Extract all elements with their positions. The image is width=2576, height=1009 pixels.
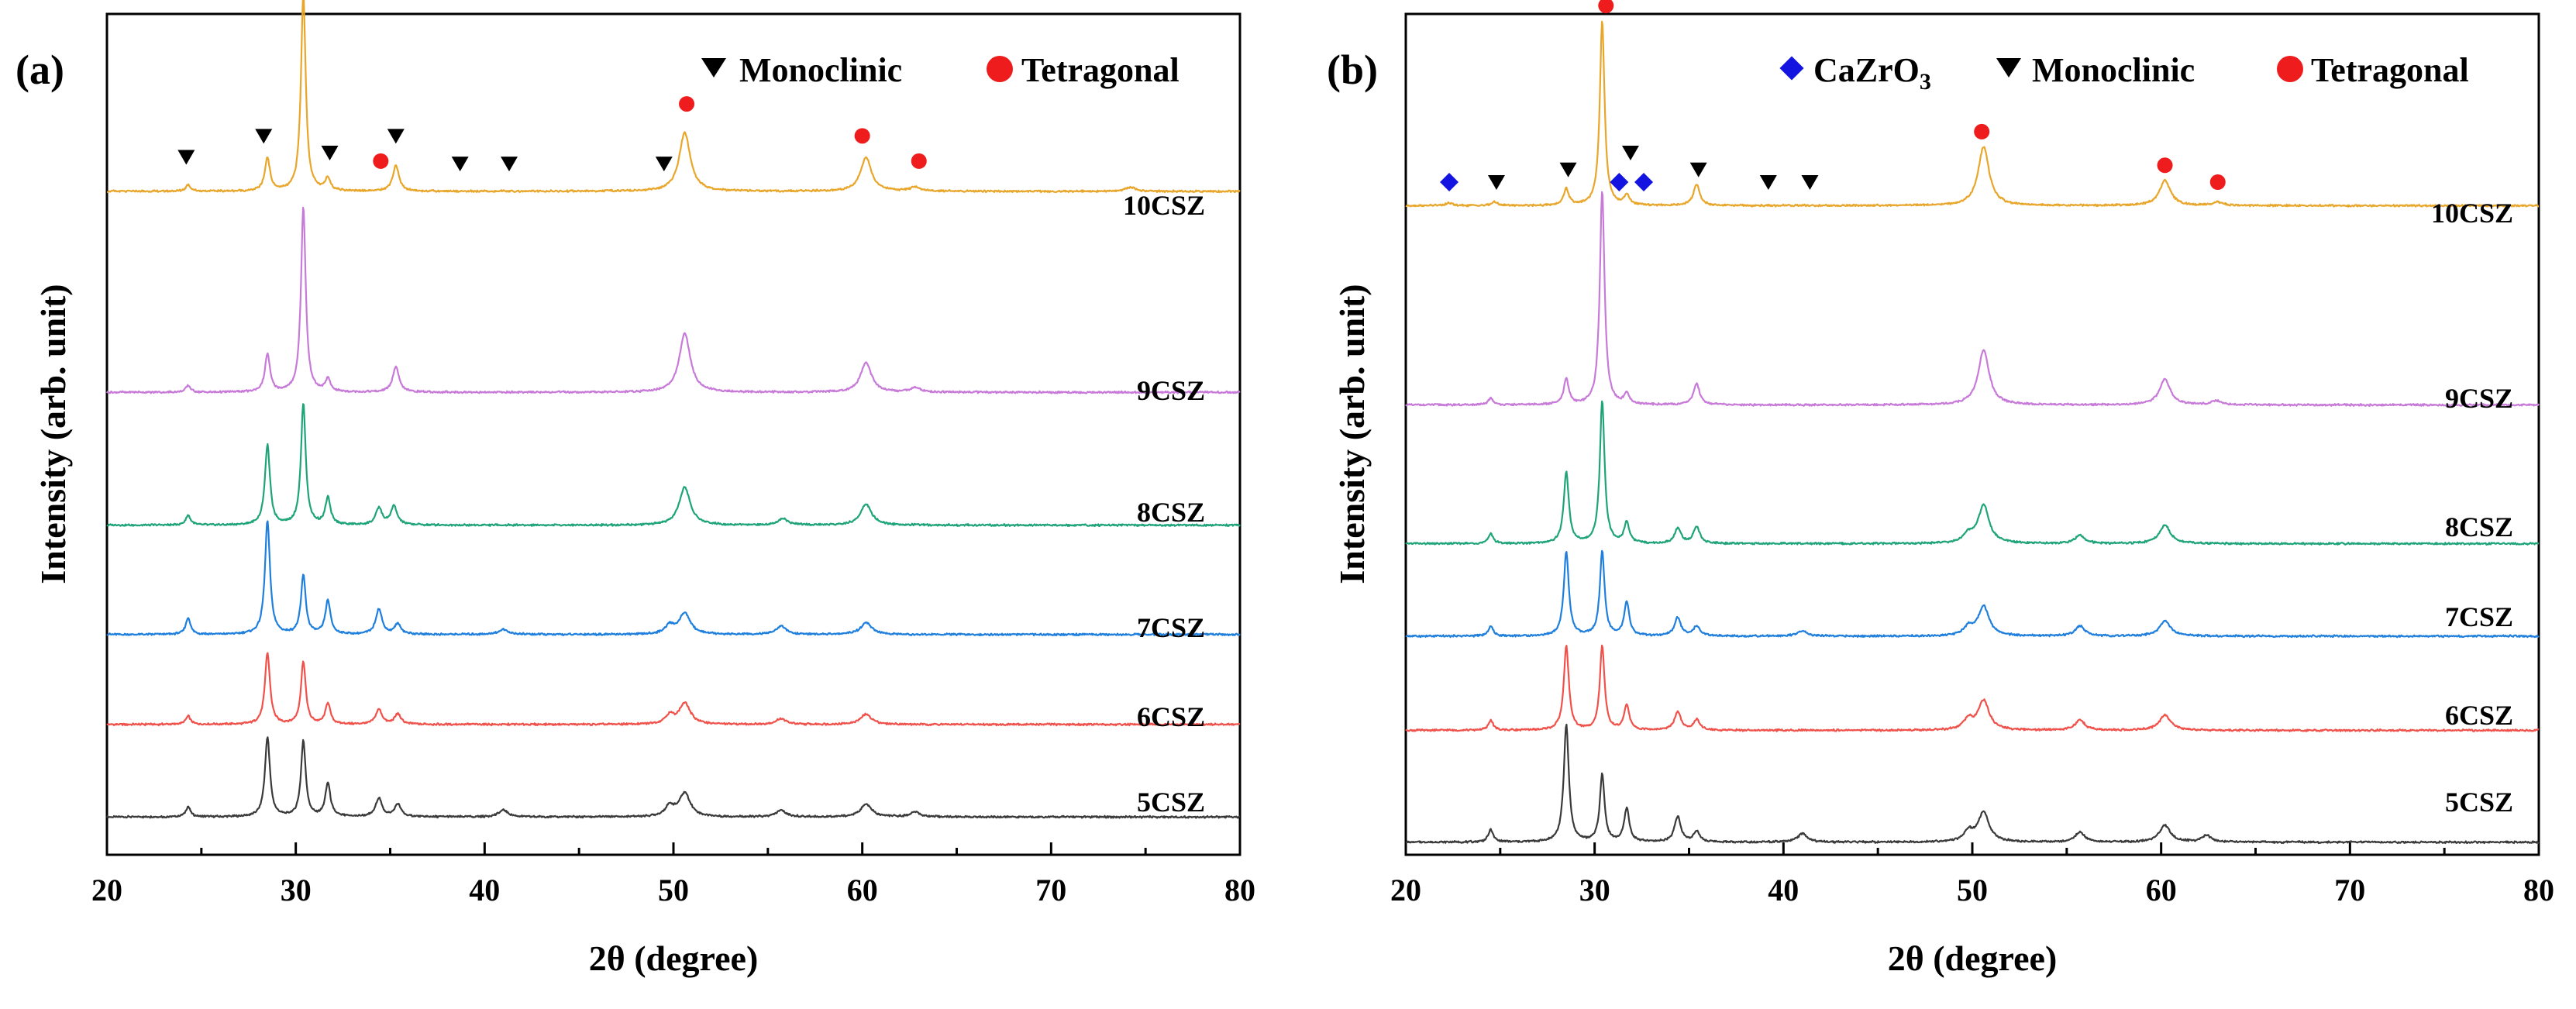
panel-a-x-tick-label: 40 — [469, 873, 500, 907]
panel-b-trace-7CSZ — [1405, 549, 2540, 639]
panel-b-legend-tetragonal-icon — [2277, 56, 2303, 82]
panel-b-ticks — [1404, 842, 2540, 855]
panel-a-monoclinic-marker — [321, 146, 339, 161]
panel-a-legend: Monoclinic Tetragonal — [701, 51, 1180, 89]
panel-a-tetragonal-marker — [911, 153, 927, 169]
panel-b-x-tick-label: 40 — [1768, 873, 1799, 907]
panel-a-monoclinic-marker — [177, 150, 195, 165]
panel-b-x-tick-label: 20 — [1390, 873, 1421, 907]
panel-b-label: (b) — [1327, 46, 1378, 93]
panel-a-traces — [105, 0, 1241, 819]
panel-a-x-tick-label: 60 — [847, 873, 878, 907]
panel-a-x-tick-labels: 20 30 40 50 60 70 80 — [91, 873, 1255, 907]
panel-b-monoclinic-marker — [1759, 175, 1777, 190]
panel-b-legend-cazro3-name: CaZrO — [1813, 51, 1920, 89]
panel-a: 10CSZ 9CSZ 8CSZ 7CSZ 6CSZ 5CSZ (a) Monoc… — [15, 0, 1255, 978]
panel-a-trace-7CSZ — [106, 520, 1241, 637]
panel-b-label-10CSZ: 10CSZ — [2431, 198, 2513, 229]
panel-a-x-tick-label: 20 — [91, 873, 122, 907]
panel-a-label-10CSZ: 10CSZ — [1123, 190, 1205, 221]
panel-b-markers — [1440, 0, 2226, 191]
panel-b-monoclinic-marker — [1487, 175, 1505, 190]
panel-a-legend-monoclinic-icon — [701, 58, 726, 77]
panel-b-label-9CSZ: 9CSZ — [2445, 383, 2513, 414]
panel-a-ticks — [105, 842, 1242, 855]
panel-a-x-tick-label: 50 — [658, 873, 689, 907]
panel-b-trace-5CSZ — [1405, 723, 2540, 845]
panel-b-plot-group: 10CSZ 9CSZ 8CSZ 7CSZ 6CSZ 5CSZ — [1404, 0, 2540, 856]
panel-b-legend-cazro3-label: CaZrO3 — [1813, 51, 1931, 95]
panel-b-y-axis-title: Intensity (arb. unit) — [1332, 284, 1372, 584]
panel-a-tetragonal-marker — [373, 153, 389, 169]
panel-a-tetragonal-marker — [854, 128, 870, 144]
panel-b-tetragonal-marker — [2209, 174, 2226, 190]
panel-a-x-tick-label: 30 — [281, 873, 312, 907]
panel-a-monoclinic-marker — [655, 157, 673, 172]
panel-a-x-axis-title: 2θ (degree) — [589, 938, 759, 978]
panel-a-y-axis-title: Intensity (arb. unit) — [33, 284, 73, 584]
panel-a-trace-8CSZ — [106, 403, 1241, 528]
panel-b-x-tick-label: 60 — [2146, 873, 2177, 907]
panel-b-label-6CSZ: 6CSZ — [2445, 700, 2513, 731]
panel-a-trace-9CSZ — [106, 206, 1241, 394]
panel-a-legend-tetragonal-icon — [987, 56, 1013, 82]
panel-a-tetragonal-marker — [679, 96, 695, 112]
panel-a-markers — [177, 96, 927, 172]
panel-b-x-tick-label: 70 — [2334, 873, 2365, 907]
panel-b-x-tick-labels: 20 30 40 50 60 70 80 — [1390, 873, 2554, 907]
panel-a-monoclinic-marker — [501, 157, 518, 172]
panel-b-series-labels: 10CSZ 9CSZ 8CSZ 7CSZ 6CSZ 5CSZ — [2431, 198, 2513, 818]
panel-b-trace-9CSZ — [1405, 191, 2540, 408]
panel-a-monoclinic-marker — [255, 129, 273, 144]
panel-b-x-tick-label: 80 — [2523, 873, 2554, 907]
panel-b-tetragonal-marker — [2157, 157, 2173, 174]
panel-a-plot-group: 10CSZ 9CSZ 8CSZ 7CSZ 6CSZ 5CSZ — [105, 0, 1242, 856]
panel-b-traces — [1405, 20, 2540, 845]
panel-b-monoclinic-marker — [1801, 175, 1819, 190]
panel-b-legend-monoclinic-icon — [1996, 58, 2021, 77]
panel-a-legend-tetragonal-label: Tetragonal — [1021, 51, 1180, 89]
panel-b-legend-monoclinic-label: Monoclinic — [2032, 51, 2195, 89]
panel-a-trace-6CSZ — [106, 652, 1241, 727]
panel-a-series-labels: 10CSZ 9CSZ 8CSZ 7CSZ 6CSZ 5CSZ — [1123, 190, 1205, 818]
panel-a-label: (a) — [15, 46, 64, 93]
panel-a-label-6CSZ: 6CSZ — [1137, 701, 1205, 732]
panel-b-trace-10CSZ — [1405, 20, 2540, 208]
panel-a-monoclinic-marker — [451, 157, 469, 172]
panel-a-label-9CSZ: 9CSZ — [1137, 375, 1205, 406]
panel-a-monoclinic-marker — [387, 129, 405, 144]
panel-b-label-7CSZ: 7CSZ — [2445, 601, 2513, 632]
panel-b-x-tick-label: 30 — [1579, 873, 1610, 907]
panel-b-x-axis-title: 2θ (degree) — [1888, 938, 2058, 978]
panel-b-x-tick-label: 50 — [1957, 873, 1988, 907]
panel-b-label-8CSZ: 8CSZ — [2445, 511, 2513, 542]
panel-b-tetragonal-marker — [1598, 0, 1614, 14]
panel-b-trace-8CSZ — [1405, 400, 2540, 546]
panel-b-monoclinic-marker — [1621, 146, 1639, 161]
panel-b-legend: CaZrO3 Monoclinic Tetragonal — [1779, 51, 2469, 95]
panel-b-monoclinic-marker — [1559, 162, 1577, 177]
panel-b-cazro3-marker — [1634, 173, 1654, 191]
panel-b: 10CSZ 9CSZ 8CSZ 7CSZ 6CSZ 5CSZ (b) CaZrO… — [1327, 0, 2554, 978]
panel-a-plot-frame — [105, 12, 1242, 856]
panel-a-legend-monoclinic-label: Monoclinic — [739, 51, 902, 89]
panel-a-trace-5CSZ — [105, 736, 1241, 819]
panel-a-label-5CSZ: 5CSZ — [1137, 787, 1205, 818]
panel-a-x-tick-label: 70 — [1035, 873, 1066, 907]
panel-b-trace-6CSZ — [1405, 644, 2540, 732]
panel-b-cazro3-marker — [1610, 173, 1629, 191]
panel-a-x-tick-label: 80 — [1224, 873, 1255, 907]
panel-b-cazro3-marker — [1440, 173, 1459, 191]
panel-a-label-8CSZ: 8CSZ — [1137, 497, 1205, 528]
panel-b-legend-cazro3-icon — [1779, 56, 1804, 81]
panel-b-monoclinic-marker — [1689, 162, 1707, 177]
panel-b-tetragonal-marker — [1974, 123, 1990, 139]
panel-b-label-5CSZ: 5CSZ — [2445, 787, 2513, 818]
panel-b-legend-cazro3-subscript: 3 — [1920, 69, 1931, 95]
panel-b-plot-frame — [1404, 12, 2540, 856]
panel-b-legend-tetragonal-label: Tetragonal — [2311, 51, 2469, 89]
panel-a-label-7CSZ: 7CSZ — [1137, 612, 1205, 643]
panel-a-trace-10CSZ — [106, 0, 1241, 194]
